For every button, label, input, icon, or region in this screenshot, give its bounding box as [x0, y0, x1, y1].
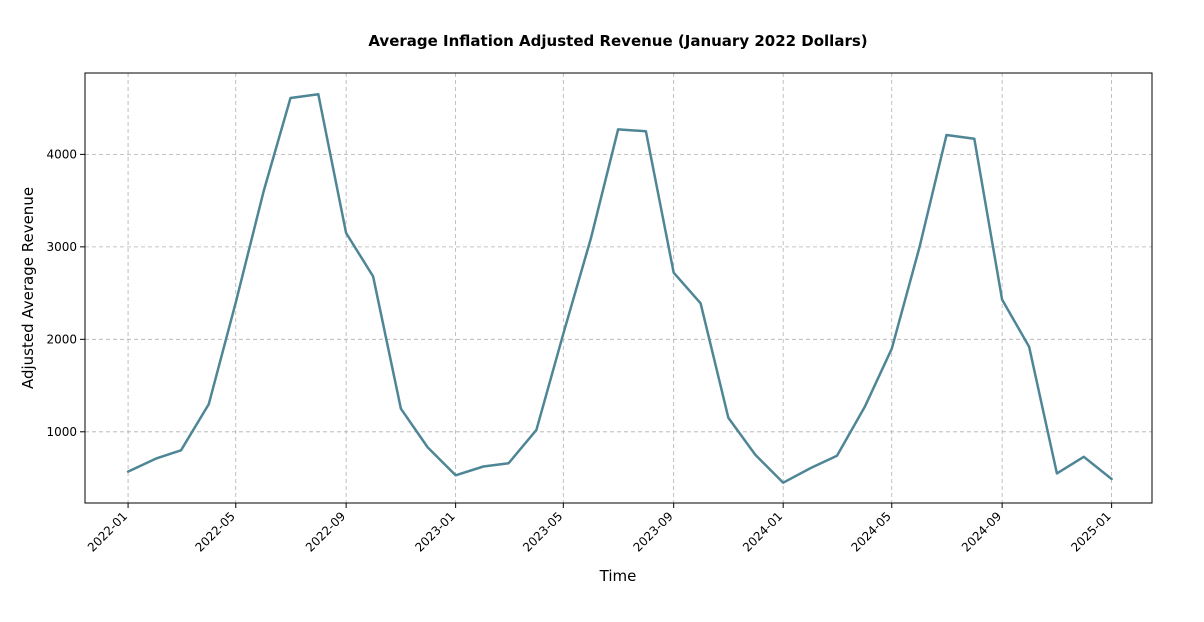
x-tick-label: 2023-01: [412, 509, 457, 554]
x-tick-label: 2022-05: [193, 509, 238, 554]
x-tick-label: 2023-09: [630, 509, 675, 554]
y-tick-label: 1000: [46, 425, 77, 439]
grid-lines: [85, 73, 1152, 503]
y-axis: 1000 2000 3000 4000: [46, 147, 85, 439]
y-tick-label: 3000: [46, 240, 77, 254]
x-tick-label: 2025-01: [1068, 509, 1113, 554]
y-tick-label: 4000: [46, 147, 77, 161]
x-axis-label: Time: [599, 567, 637, 585]
series-group: [126, 93, 1113, 484]
y-axis-label: Adjusted Average Revenue: [19, 187, 37, 389]
x-axis: 2022-01 2022-05 2022-09 2023-01 2023-05 2023-…: [85, 503, 1114, 555]
plot-frame: [84, 72, 1153, 504]
x-tick-label: 2023-05: [520, 509, 565, 554]
revenue-series-line: [126, 93, 1113, 484]
chart-title: Average Inflation Adjusted Revenue (Janu…: [368, 32, 867, 50]
x-tick-label: 2024-09: [959, 509, 1004, 554]
x-tick-label: 2022-01: [85, 509, 130, 554]
x-tick-label: 2024-05: [849, 509, 894, 554]
y-tick-label: 2000: [46, 332, 77, 346]
x-tick-label: 2022-09: [303, 509, 348, 554]
x-tick-label: 2024-01: [740, 509, 785, 554]
